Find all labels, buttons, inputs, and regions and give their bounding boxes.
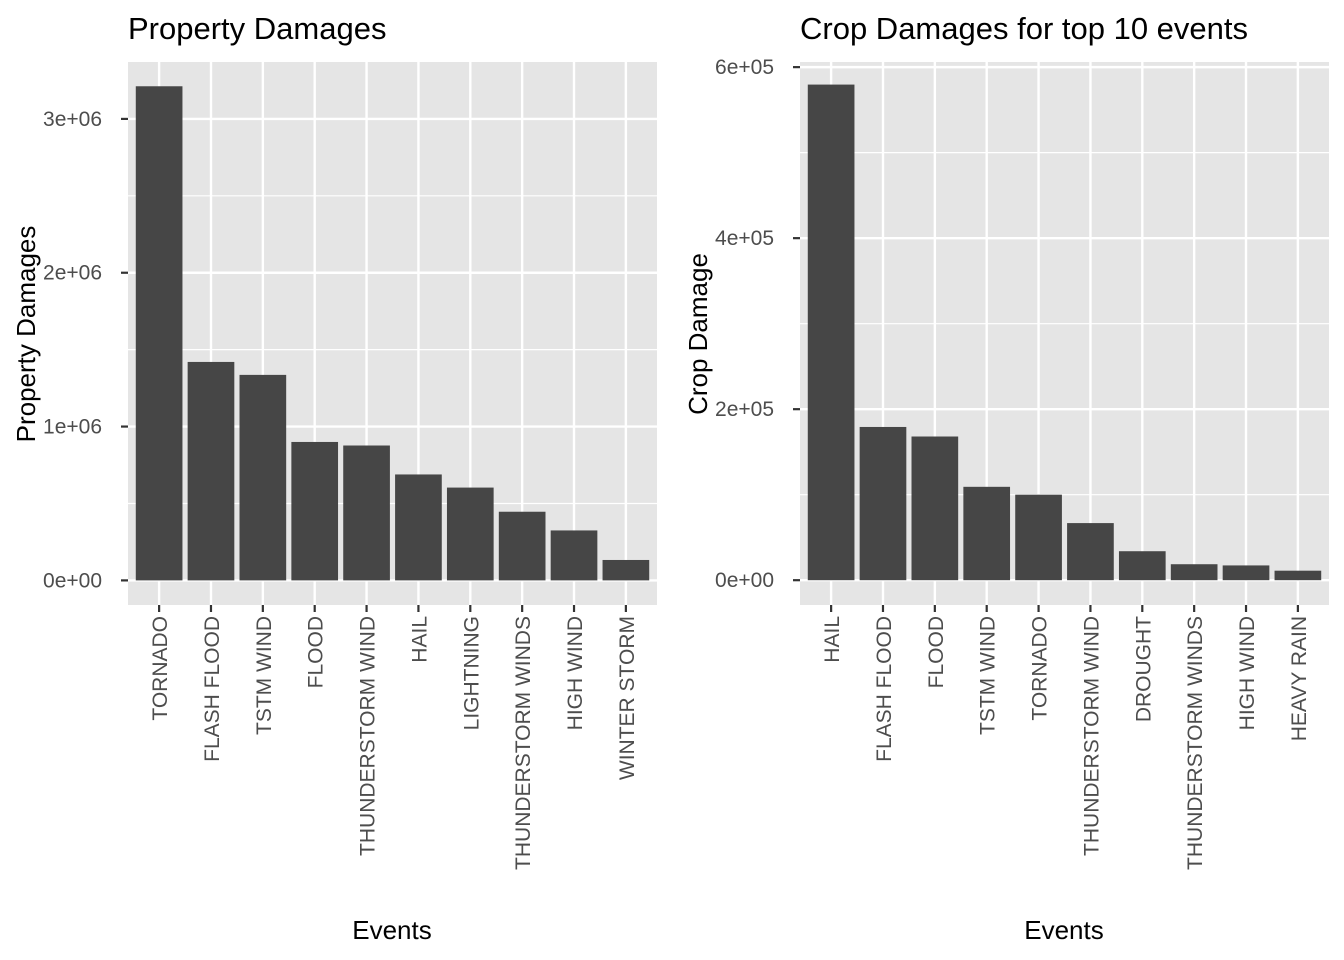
bar [187, 361, 235, 581]
y-tick-label: 6e+05 [715, 56, 774, 79]
bar [291, 441, 339, 581]
bar [963, 486, 1011, 581]
x-tick-label: HEAVY RAIN [1288, 616, 1311, 741]
x-tick-label: HAIL [821, 616, 844, 663]
x-tick-label: THUNDERSTORM WIND [1080, 616, 1103, 856]
x-tick-label: HAIL [408, 616, 431, 663]
bar [135, 86, 183, 581]
x-tick-label: FLOOD [925, 616, 948, 688]
y-tick-label: 1e+06 [43, 416, 102, 439]
x-tick-label: HIGH WIND [564, 616, 587, 730]
y-axis-title: Crop Damage [683, 253, 713, 415]
x-axis-title: Events [1024, 915, 1104, 945]
x-tick-label: TORNADO [149, 616, 172, 721]
bar [1274, 570, 1322, 581]
y-axis-title: Property Damages [11, 226, 41, 443]
x-tick-label: FLOOD [305, 616, 328, 688]
y-tick-label: 3e+06 [43, 108, 102, 131]
x-tick-label: FLASH FLOOD [873, 616, 896, 762]
x-tick-label: TSTM WIND [977, 616, 1000, 735]
bar [239, 374, 287, 581]
bar [343, 445, 390, 581]
y-tick-label: 0e+00 [43, 569, 102, 592]
bar [550, 530, 598, 581]
x-tick-label: WINTER STORM [616, 616, 639, 780]
bar [807, 84, 855, 581]
bar [1170, 564, 1218, 581]
x-tick-label: DROUGHT [1132, 616, 1155, 722]
y-tick-label: 2e+05 [715, 398, 774, 421]
bar [1015, 494, 1062, 581]
x-axis-title: Events [352, 915, 432, 945]
x-tick-label: THUNDERSTORM WINDS [1184, 616, 1207, 870]
bar [1067, 523, 1114, 581]
x-tick-label: FLASH FLOOD [201, 616, 224, 762]
bar [859, 426, 907, 581]
bar [395, 474, 442, 581]
x-tick-label: TORNADO [1029, 616, 1052, 721]
bar [1118, 551, 1166, 581]
property-damages-chart: Property Damages Events Property Damages… [11, 11, 657, 945]
bar [498, 511, 546, 581]
bar [602, 559, 650, 581]
y-tick-label: 4e+05 [715, 227, 774, 250]
bar [446, 487, 494, 581]
bar [1222, 565, 1270, 581]
x-tick-label: THUNDERSTORM WIND [357, 616, 380, 856]
chart-title: Crop Damages for top 10 events [800, 11, 1248, 46]
chart-title: Property Damages [128, 11, 386, 46]
crop-damages-chart: Crop Damages for top 10 events Events Cr… [683, 11, 1329, 945]
x-tick-label: THUNDERSTORM WINDS [512, 616, 535, 870]
x-tick-label: HIGH WIND [1236, 616, 1259, 730]
y-tick-label: 2e+06 [43, 262, 102, 285]
x-tick-label: LIGHTNING [460, 616, 483, 730]
x-tick-label: TSTM WIND [253, 616, 276, 735]
bar [911, 436, 959, 581]
y-tick-label: 0e+00 [715, 569, 774, 592]
